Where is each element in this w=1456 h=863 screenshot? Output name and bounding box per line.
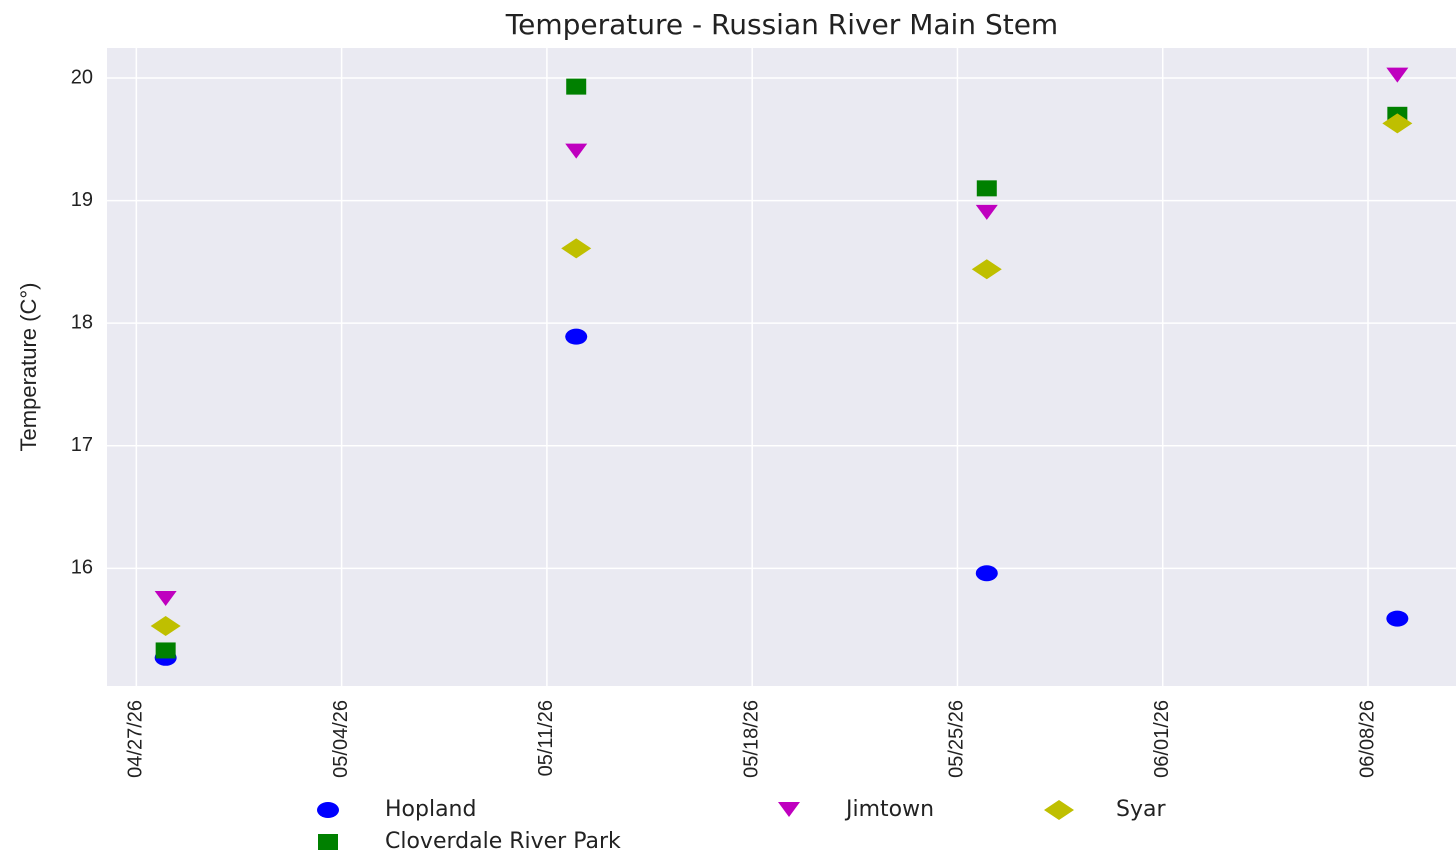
x-tick-label: 05/04/26 (330, 700, 352, 778)
y-tick-label: 19 (71, 189, 93, 211)
x-tick-label: 05/11/26 (535, 700, 557, 776)
data-point (971, 259, 1002, 280)
legend-label: Syar (1116, 797, 1166, 822)
legend-label: Hopland (385, 797, 476, 822)
y-axis-label: Temperature (C°) (16, 283, 41, 452)
data-point (565, 143, 588, 159)
legend-marker (1044, 800, 1074, 820)
x-tick-label: 05/25/26 (946, 700, 968, 778)
legend-marker (318, 834, 338, 850)
legend-marker (778, 802, 800, 817)
data-point (150, 615, 181, 636)
data-point (975, 565, 998, 582)
data-point (566, 78, 587, 95)
y-tick-label: 17 (71, 434, 93, 456)
data-point (155, 642, 176, 659)
plot-area (107, 48, 1456, 686)
chart-title: Temperature - Russian River Main Stem (505, 8, 1058, 41)
y-tick-label: 18 (71, 311, 93, 333)
x-tick-label: 04/27/26 (125, 700, 147, 778)
data-point (565, 328, 588, 345)
data-point (154, 590, 177, 606)
data-point (975, 204, 998, 220)
legend-label: Cloverdale River Park (385, 829, 621, 854)
data-point (1386, 67, 1409, 83)
y-tick-label: 20 (71, 66, 93, 88)
x-tick-label: 05/18/26 (740, 700, 762, 778)
data-point (976, 180, 997, 197)
legend-marker (317, 802, 339, 818)
legend-label: Jimtown (844, 797, 934, 822)
y-tick-label: 16 (71, 557, 93, 579)
data-point (561, 238, 592, 259)
x-tick-label: 06/08/26 (1356, 700, 1378, 778)
x-tick-label: 06/01/26 (1151, 700, 1173, 778)
data-point (1386, 610, 1409, 627)
data-point (1382, 113, 1413, 134)
